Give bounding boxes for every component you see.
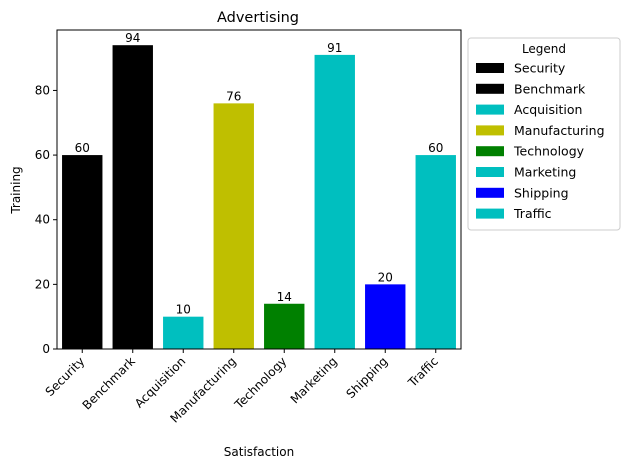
bar-value-label-shipping: 20 <box>378 270 393 284</box>
legend-label-benchmark: Benchmark <box>514 81 586 96</box>
bar-value-label-manufacturing: 76 <box>226 89 241 103</box>
bar-acquisition <box>163 316 204 349</box>
legend-frame <box>467 37 621 231</box>
legend-swatch-manufacturing <box>476 125 504 136</box>
x-tick-label-shipping: Shipping <box>343 354 390 401</box>
y-axis: 0 20 40 60 80 <box>35 83 57 356</box>
bar-manufacturing <box>213 103 254 350</box>
legend-label-traffic: Traffic <box>513 206 552 221</box>
bar-value-label-traffic: 60 <box>428 141 443 155</box>
legend-swatch-technology <box>476 146 504 157</box>
legend-swatch-traffic <box>476 208 504 219</box>
x-tick-label-security: Security <box>43 354 88 399</box>
bar-marketing <box>314 54 355 349</box>
legend-title: Legend <box>522 42 566 56</box>
legend-swatch-benchmark <box>476 83 504 94</box>
bar-shipping <box>365 284 406 349</box>
x-axis: SecurityBenchmarkAcquisitionManufacturin… <box>43 349 441 426</box>
bar-value-label-technology: 14 <box>277 290 292 304</box>
y-axis-label: Training <box>9 166 23 214</box>
y-tick-label-40: 40 <box>35 213 50 227</box>
x-tick-label-marketing: Marketing <box>288 354 340 406</box>
bar-technology <box>264 303 305 349</box>
legend: Legend Security Benchmark Acquisition Manuf… <box>467 37 621 231</box>
bar-value-label-acquisition: 10 <box>176 303 191 317</box>
y-tick-label-0: 0 <box>42 342 50 356</box>
bar-traffic <box>415 155 456 349</box>
legend-swatch-security <box>476 63 504 73</box>
bars-group: 60 94 10 76 14 91 20 60 <box>62 31 456 350</box>
y-tick-label-80: 80 <box>35 83 50 97</box>
x-tick-label-traffic: Traffic <box>405 354 441 390</box>
plot-frame <box>56 29 462 350</box>
legend-swatch-shipping <box>476 187 504 198</box>
bar-security <box>62 155 103 349</box>
legend-label-manufacturing: Manufacturing <box>514 123 605 138</box>
legend-swatch-marketing <box>476 167 504 177</box>
bar-benchmark <box>112 45 153 349</box>
legend-label-marketing: Marketing <box>514 165 576 180</box>
x-tick-label-benchmark: Benchmark <box>80 354 138 412</box>
bar-value-label-marketing: 91 <box>327 41 342 55</box>
x-axis-label: Satisfaction <box>224 445 294 459</box>
y-tick-label-20: 20 <box>35 277 50 291</box>
y-tick-label-60: 60 <box>35 148 50 162</box>
legend-label-security: Security <box>514 61 566 76</box>
chart-title: Advertising <box>217 10 299 26</box>
legend-label-shipping: Shipping <box>514 185 569 200</box>
bar-value-label-benchmark: 94 <box>125 31 140 45</box>
legend-items: Security Benchmark Acquisition Manufacturin… <box>476 61 605 221</box>
x-tick-label-technology: Technology <box>231 354 289 412</box>
legend-label-technology: Technology <box>513 144 585 159</box>
bar-value-label-security: 60 <box>75 141 90 155</box>
legend-label-acquisition: Acquisition <box>514 102 582 117</box>
legend-swatch-acquisition <box>476 104 504 115</box>
